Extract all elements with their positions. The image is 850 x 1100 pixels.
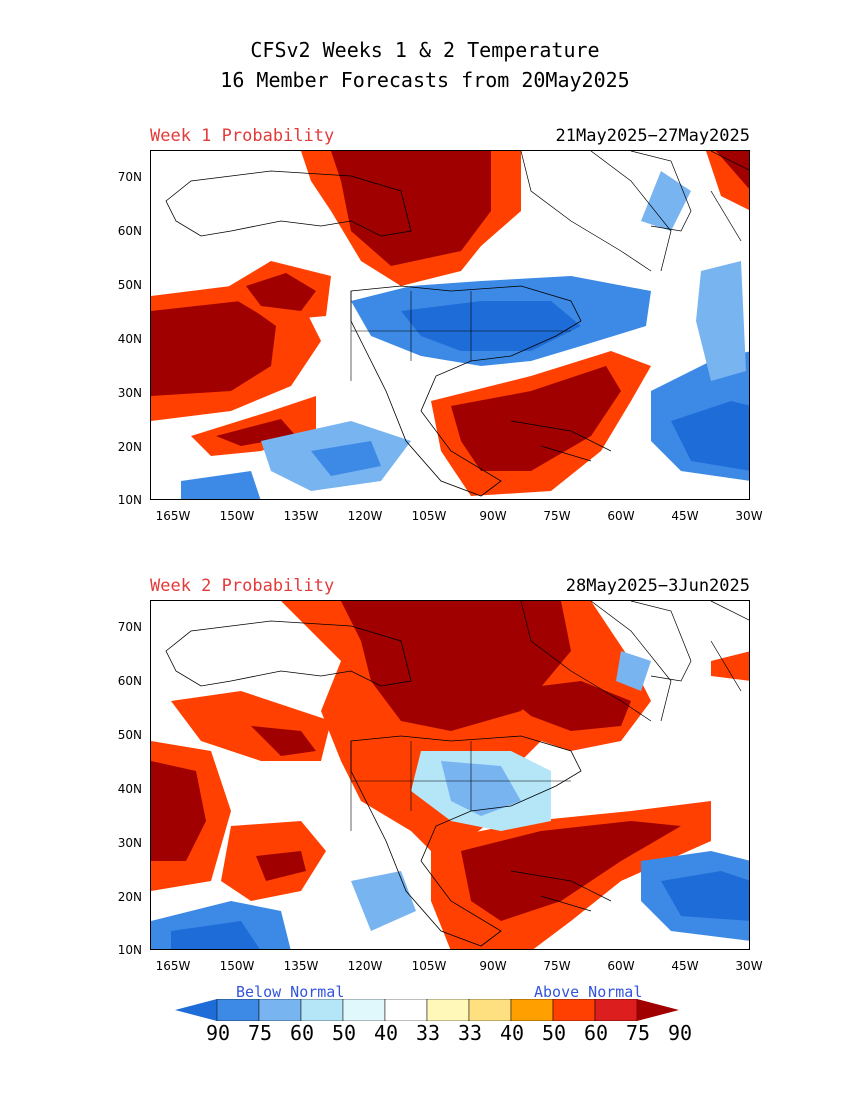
week1-map — [150, 150, 750, 500]
lon-label: 30W — [735, 509, 763, 523]
legend-below-label: Below Normal — [236, 983, 345, 1001]
week1-label: Week 1 Probability — [150, 126, 335, 146]
legend-value: 90 — [205, 1021, 231, 1045]
lon-label: 45W — [671, 509, 699, 523]
legend-swatch — [258, 999, 302, 1021]
legend-value: 60 — [289, 1021, 315, 1045]
lon-label: 135W — [283, 509, 319, 523]
legend-value: 75 — [625, 1021, 651, 1045]
week2-dates: 28May2025−3Jun2025 — [565, 576, 750, 596]
legend-swatch — [468, 999, 512, 1021]
lon-label: 165W — [155, 959, 191, 973]
lon-label: 105W — [411, 959, 447, 973]
legend-above-label: Above Normal — [534, 983, 643, 1001]
lon-label: 90W — [479, 959, 507, 973]
legend-value: 50 — [541, 1021, 567, 1045]
lon-label: 75W — [543, 959, 571, 973]
lon-label: 45W — [671, 959, 699, 973]
legend-swatch — [594, 999, 638, 1021]
lat-label: 70N — [117, 620, 142, 634]
legend-swatch — [510, 999, 554, 1021]
legend-value: 60 — [583, 1021, 609, 1045]
legend-value: 90 — [667, 1021, 693, 1045]
week2-map-graphic — [151, 601, 749, 949]
lat-label: 60N — [117, 224, 142, 238]
lat-label: 50N — [117, 728, 142, 742]
chart-title: CFSv2 Weeks 1 & 2 Temperature — [250, 38, 600, 62]
lat-label: 40N — [117, 782, 142, 796]
week1-map-graphic — [151, 151, 749, 499]
legend-swatch — [552, 999, 596, 1021]
legend-arrow-left — [175, 999, 217, 1021]
lat-label: 10N — [117, 943, 142, 957]
legend-swatch — [342, 999, 386, 1021]
legend-value: 40 — [373, 1021, 399, 1045]
lat-label: 60N — [117, 674, 142, 688]
legend-value: 33 — [457, 1021, 483, 1045]
legend-value: 50 — [331, 1021, 357, 1045]
legend-swatch — [300, 999, 344, 1021]
lon-label: 60W — [607, 509, 635, 523]
lon-label: 150W — [219, 959, 255, 973]
chart-subtitle: 16 Member Forecasts from 20May2025 — [220, 68, 630, 92]
legend-value: 33 — [415, 1021, 441, 1045]
week2-label: Week 2 Probability — [150, 576, 335, 596]
legend-swatch — [426, 999, 470, 1021]
week1-dates: 21May2025−27May2025 — [555, 126, 750, 146]
legend-arrow-right — [637, 999, 679, 1021]
lat-label: 20N — [117, 440, 142, 454]
lat-label: 50N — [117, 278, 142, 292]
lon-label: 105W — [411, 509, 447, 523]
lat-label: 30N — [117, 386, 142, 400]
lat-label: 70N — [117, 170, 142, 184]
lon-label: 90W — [479, 509, 507, 523]
lon-label: 150W — [219, 509, 255, 523]
lon-label: 60W — [607, 959, 635, 973]
legend-colorbar — [175, 999, 679, 1021]
lon-label: 75W — [543, 509, 571, 523]
lat-label: 30N — [117, 836, 142, 850]
lon-label: 165W — [155, 509, 191, 523]
legend-value: 75 — [247, 1021, 273, 1045]
legend-swatch — [384, 999, 428, 1021]
week2-map — [150, 600, 750, 950]
legend-value: 40 — [499, 1021, 525, 1045]
lat-label: 10N — [117, 493, 142, 507]
lon-label: 135W — [283, 959, 319, 973]
lon-label: 120W — [347, 509, 383, 523]
lon-label: 120W — [347, 959, 383, 973]
lon-label: 30W — [735, 959, 763, 973]
lat-label: 20N — [117, 890, 142, 904]
legend-swatch — [216, 999, 260, 1021]
lat-label: 40N — [117, 332, 142, 346]
